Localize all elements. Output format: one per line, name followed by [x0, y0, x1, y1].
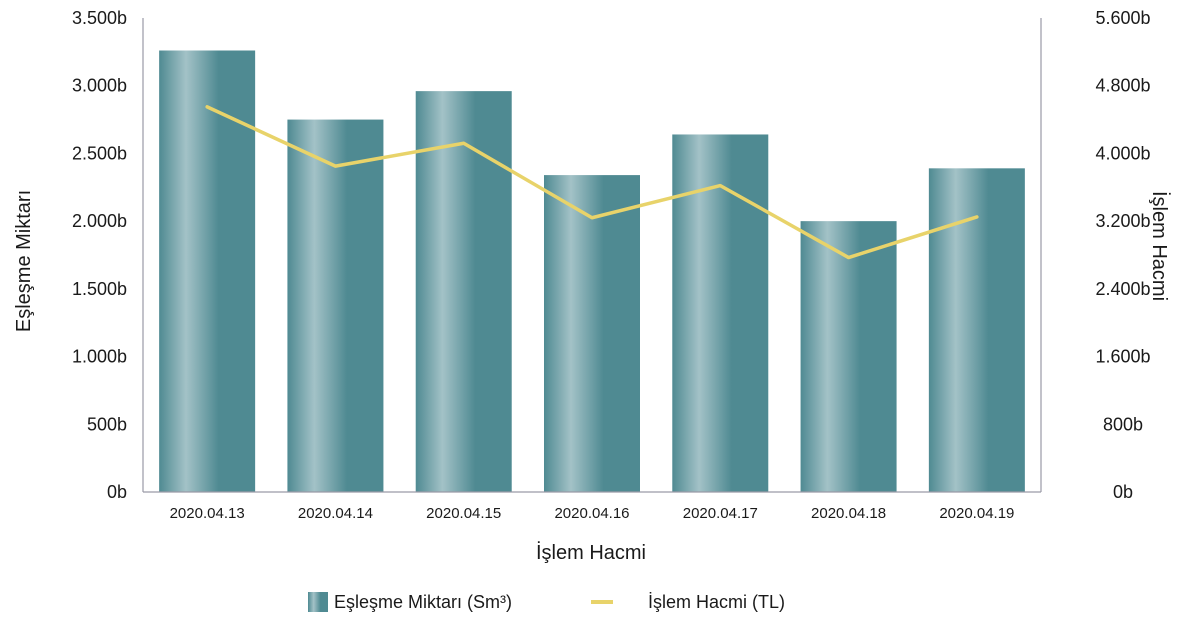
bars-layer: [159, 51, 1025, 492]
y-axis-title: Eşleşme Miktarı: [13, 190, 35, 332]
legend-line-label: İşlem Hacmi (TL): [648, 592, 785, 612]
x-tick-label: 2020.04.18: [811, 505, 886, 522]
y-tick-label: 3.000b: [72, 76, 127, 96]
bar-2020.04.16: [544, 175, 640, 492]
y2-tick-label: 2.400b: [1095, 279, 1150, 299]
x-axis-title: İşlem Hacmi: [536, 541, 646, 564]
y-tick-label: 2.000b: [72, 211, 127, 231]
bar-2020.04.17: [672, 134, 768, 492]
x-tick-label: 2020.04.19: [939, 505, 1014, 522]
y-tick-label: 1.500b: [72, 279, 127, 299]
x-tick-label: 2020.04.16: [554, 505, 629, 522]
y2-axis-title: İşlem Hacmi: [1148, 191, 1171, 301]
legend-line-swatch: [591, 600, 613, 604]
bar-2020.04.14: [287, 120, 383, 492]
x-tick-label: 2020.04.17: [683, 505, 758, 522]
y2-tick-label: 5.600b: [1095, 8, 1150, 28]
y2-tick-label: 0b: [1113, 482, 1133, 502]
y-tick-label: 3.500b: [72, 8, 127, 28]
bar-2020.04.13: [159, 51, 255, 492]
y-tick-label: 0b: [107, 482, 127, 502]
legend-bar-swatch: [308, 592, 328, 612]
x-tick-label: 2020.04.13: [170, 505, 245, 522]
bar-2020.04.18: [801, 221, 897, 492]
y2-tick-label: 4.000b: [1095, 143, 1150, 163]
y2-tick-label: 1.600b: [1095, 347, 1150, 367]
y-tick-label: 2.500b: [72, 143, 127, 163]
y2-tick-label: 800b: [1103, 414, 1143, 434]
y-tick-label: 500b: [87, 414, 127, 434]
legend-bar-label: Eşleşme Miktarı (Sm³): [334, 592, 512, 612]
bar-2020.04.15: [416, 91, 512, 492]
legend: Eşleşme Miktarı (Sm³) İşlem Hacmi (TL): [308, 592, 785, 612]
y2-tick-label: 4.800b: [1095, 76, 1150, 96]
y-tick-label: 1.000b: [72, 347, 127, 367]
y2-tick-label: 3.200b: [1095, 211, 1150, 231]
x-tick-label: 2020.04.14: [298, 505, 373, 522]
x-tick-label: 2020.04.15: [426, 505, 501, 522]
